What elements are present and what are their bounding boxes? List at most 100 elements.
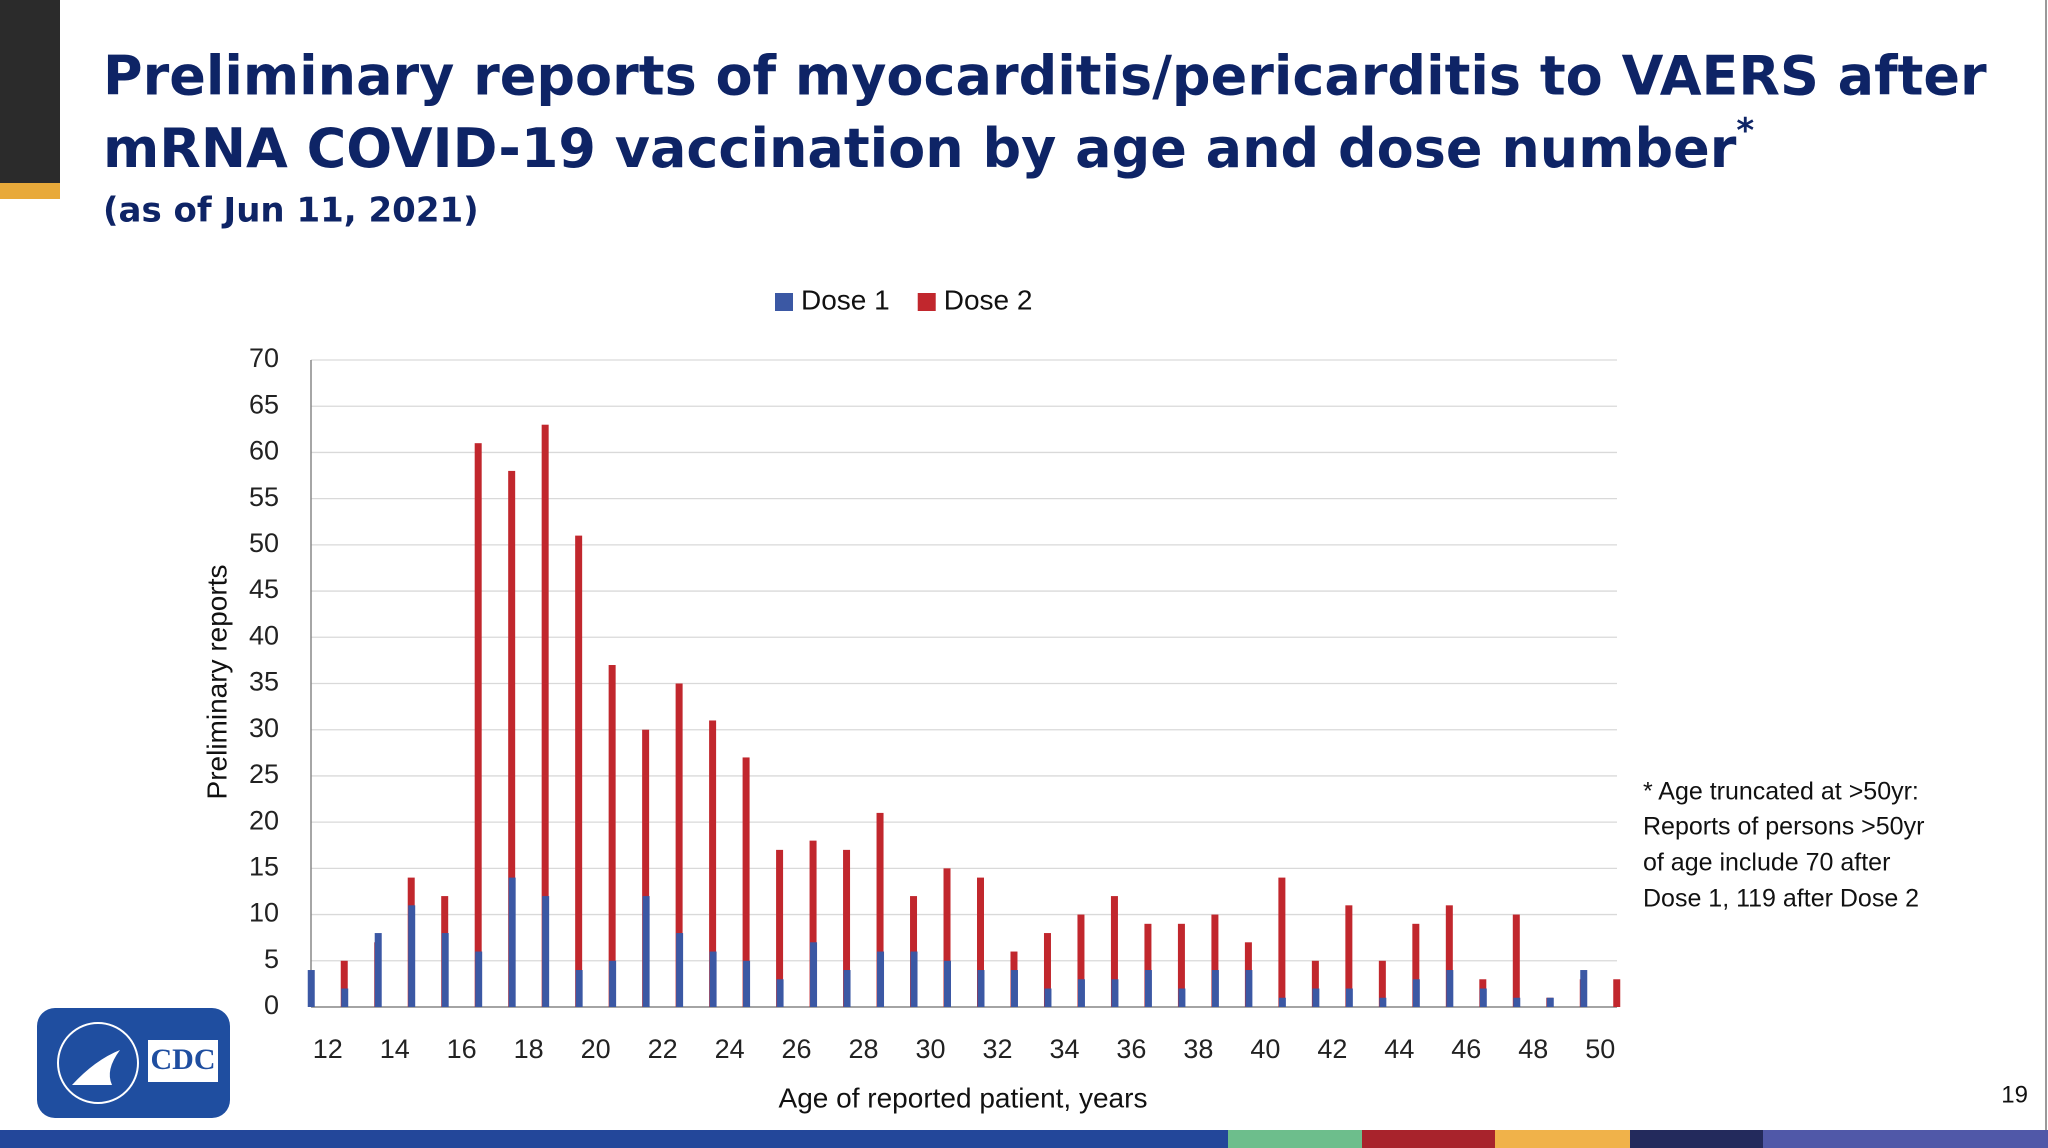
bar — [809, 840, 817, 1007]
title-mark: * — [1736, 111, 1754, 151]
bar — [743, 960, 751, 1007]
footnote-line: * Age truncated at >50yr: — [1643, 778, 1919, 806]
bar — [709, 951, 717, 1007]
bar — [1144, 970, 1152, 1007]
footnote-line: of age include 70 after — [1643, 849, 1890, 877]
y-tick-label: 45 — [249, 574, 279, 604]
bar — [977, 970, 985, 1007]
y-tick-label: 5 — [264, 944, 279, 974]
stripe — [1362, 1130, 1495, 1148]
bar — [1211, 970, 1219, 1007]
bar — [977, 877, 984, 1007]
x-tick-label: 20 — [581, 1034, 611, 1064]
x-tick-label: 42 — [1317, 1034, 1347, 1064]
bar — [1044, 988, 1052, 1007]
bar — [810, 942, 818, 1007]
bar — [1077, 979, 1085, 1007]
x-tick-label: 38 — [1183, 1034, 1213, 1064]
title-line: mRNA COVID-19 vaccination by age and dos… — [103, 111, 1754, 180]
stripe — [1630, 1130, 1763, 1148]
bar — [441, 933, 449, 1007]
y-tick-label: 0 — [264, 990, 279, 1020]
bar — [475, 951, 483, 1007]
y-tick-label: 70 — [249, 343, 279, 373]
x-tick-label: 40 — [1250, 1034, 1280, 1064]
bar — [843, 970, 851, 1007]
bar — [1177, 923, 1185, 1007]
bar — [1211, 914, 1219, 1007]
bar — [709, 720, 717, 1007]
bar — [877, 951, 885, 1007]
y-tick-label: 60 — [249, 436, 279, 466]
y-tick-label: 50 — [249, 528, 279, 558]
x-tick-label: 12 — [313, 1034, 343, 1064]
bar — [742, 757, 750, 1007]
bar — [675, 683, 683, 1007]
bar — [307, 970, 315, 1007]
x-tick-label: 36 — [1116, 1034, 1146, 1064]
bar — [1412, 923, 1420, 1007]
x-tick-label: 18 — [514, 1034, 544, 1064]
bar — [408, 905, 416, 1007]
y-tick-label: 10 — [249, 898, 279, 928]
bar — [542, 896, 550, 1007]
title-line: Preliminary reports of myocarditis/peric… — [103, 45, 1987, 108]
y-tick-label: 15 — [249, 851, 279, 881]
bar — [340, 960, 348, 1007]
x-tick-label: 44 — [1384, 1034, 1414, 1064]
bar — [508, 470, 516, 1007]
bar — [1077, 914, 1085, 1007]
logo-cdc-box — [148, 1040, 218, 1082]
bar — [1546, 997, 1554, 1007]
logo-eagle — [72, 1050, 120, 1085]
bar — [1312, 988, 1320, 1007]
bar — [1412, 979, 1420, 1007]
x-tick-label: 48 — [1518, 1034, 1548, 1064]
bar — [1379, 997, 1387, 1007]
stripe — [0, 1130, 1228, 1148]
x-tick-label: 32 — [982, 1034, 1012, 1064]
bar — [1345, 988, 1353, 1007]
bar — [1513, 997, 1521, 1007]
bar — [1479, 988, 1487, 1007]
x-tick-label: 34 — [1049, 1034, 1079, 1064]
title-text: mRNA COVID-19 vaccination by age and dos… — [103, 117, 1737, 180]
y-tick-label: 35 — [249, 667, 279, 697]
bar — [609, 960, 617, 1007]
x-tick-label: 30 — [915, 1034, 945, 1064]
bar — [1278, 877, 1286, 1007]
bar — [1446, 970, 1454, 1007]
bar — [776, 849, 784, 1007]
y-tick-label: 65 — [249, 389, 279, 419]
bar — [1111, 979, 1119, 1007]
bar — [1580, 970, 1588, 1007]
stripe — [1228, 1130, 1362, 1148]
bar — [1043, 933, 1051, 1007]
legend-label: Dose 1 — [801, 284, 890, 315]
bar — [341, 988, 349, 1007]
x-tick-label: 46 — [1451, 1034, 1481, 1064]
bar — [1512, 914, 1520, 1007]
y-tick-label: 55 — [249, 482, 279, 512]
legend-swatch — [775, 293, 793, 311]
bar — [1245, 970, 1253, 1007]
logo-seal — [57, 1022, 139, 1104]
bar — [676, 933, 684, 1007]
logo: CDC — [37, 1008, 230, 1118]
x-tick-label: 26 — [782, 1034, 812, 1064]
bar — [943, 868, 951, 1007]
y-tick-label: 20 — [249, 805, 279, 835]
bar — [608, 665, 616, 1007]
bar — [1345, 905, 1353, 1007]
bar — [843, 849, 851, 1007]
bar — [1144, 923, 1152, 1007]
x-tick-label: 24 — [715, 1034, 745, 1064]
bar — [642, 896, 650, 1007]
bar — [910, 951, 918, 1007]
x-tick-label: 16 — [447, 1034, 477, 1064]
bar — [541, 424, 549, 1007]
x-tick-label: 14 — [380, 1034, 410, 1064]
footnote-line: Reports of persons >50yr — [1643, 813, 1924, 841]
corner-accent — [0, 183, 60, 199]
